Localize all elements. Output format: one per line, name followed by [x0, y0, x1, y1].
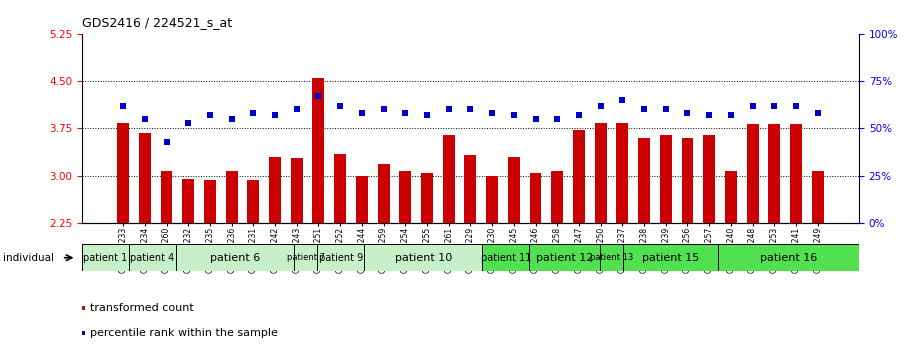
Point: [724, 112, 738, 118]
Bar: [718, 244, 859, 271]
Bar: [82, 244, 129, 271]
Point: [268, 112, 283, 118]
Point: [115, 103, 130, 108]
Text: patient 16: patient 16: [760, 252, 817, 263]
Bar: [317, 244, 365, 271]
Point: [376, 107, 391, 112]
Bar: [294, 244, 317, 271]
Point: [745, 103, 760, 108]
Text: patient 11: patient 11: [481, 252, 531, 263]
Bar: [117, 123, 129, 223]
Text: patient 7: patient 7: [286, 253, 325, 262]
Bar: [313, 78, 325, 223]
Bar: [365, 244, 482, 271]
Bar: [724, 171, 737, 223]
Bar: [486, 176, 498, 223]
Bar: [682, 138, 694, 223]
Bar: [129, 244, 176, 271]
Point: [333, 103, 347, 108]
Bar: [269, 157, 281, 223]
Text: GDS2416 / 224521_s_at: GDS2416 / 224521_s_at: [82, 16, 232, 29]
Point: [594, 103, 608, 108]
Point: [463, 107, 478, 112]
Bar: [183, 179, 195, 223]
Point: [637, 107, 652, 112]
Point: [658, 107, 673, 112]
Point: [811, 110, 825, 116]
Bar: [600, 244, 624, 271]
Point: [550, 116, 564, 122]
Point: [615, 97, 630, 103]
Bar: [377, 164, 390, 223]
Text: patient 1: patient 1: [84, 252, 127, 263]
Bar: [464, 155, 476, 223]
Bar: [508, 157, 520, 223]
Text: transformed count: transformed count: [90, 303, 194, 313]
Bar: [335, 154, 346, 223]
Point: [398, 110, 413, 116]
Bar: [421, 172, 433, 223]
Bar: [573, 130, 584, 223]
Point: [702, 112, 716, 118]
Bar: [139, 133, 151, 223]
Bar: [638, 138, 650, 223]
Point: [159, 139, 174, 144]
Point: [355, 110, 369, 116]
Point: [181, 120, 195, 125]
Text: percentile rank within the sample: percentile rank within the sample: [90, 328, 278, 338]
Point: [680, 110, 694, 116]
Point: [289, 107, 304, 112]
Bar: [176, 244, 294, 271]
Bar: [790, 124, 802, 223]
Text: patient 9: patient 9: [319, 252, 363, 263]
Bar: [225, 171, 237, 223]
Text: patient 6: patient 6: [210, 252, 260, 263]
Bar: [291, 158, 303, 223]
Bar: [247, 180, 259, 223]
Bar: [594, 123, 606, 223]
Point: [246, 110, 261, 116]
Bar: [704, 135, 715, 223]
Point: [506, 112, 521, 118]
Point: [311, 93, 325, 99]
Bar: [443, 135, 454, 223]
Text: patient 10: patient 10: [395, 252, 452, 263]
Point: [137, 116, 152, 122]
Point: [528, 116, 543, 122]
Point: [225, 116, 239, 122]
Bar: [356, 176, 368, 223]
Bar: [812, 171, 824, 223]
Text: patient 4: patient 4: [130, 252, 175, 263]
Bar: [660, 135, 672, 223]
Bar: [482, 244, 529, 271]
Text: patient 15: patient 15: [642, 252, 699, 263]
Bar: [529, 244, 600, 271]
Bar: [399, 171, 411, 223]
Point: [420, 112, 435, 118]
Bar: [746, 124, 758, 223]
Point: [572, 112, 586, 118]
Bar: [530, 172, 542, 223]
Bar: [161, 171, 173, 223]
Text: patient 13: patient 13: [590, 253, 634, 262]
Bar: [551, 171, 564, 223]
Bar: [204, 180, 216, 223]
Point: [442, 107, 456, 112]
Bar: [624, 244, 718, 271]
Point: [203, 112, 217, 118]
Point: [789, 103, 804, 108]
Point: [767, 103, 782, 108]
Bar: [768, 124, 780, 223]
Point: [484, 110, 499, 116]
Text: individual: individual: [3, 253, 54, 263]
Text: patient 12: patient 12: [536, 252, 594, 263]
Bar: [616, 123, 628, 223]
